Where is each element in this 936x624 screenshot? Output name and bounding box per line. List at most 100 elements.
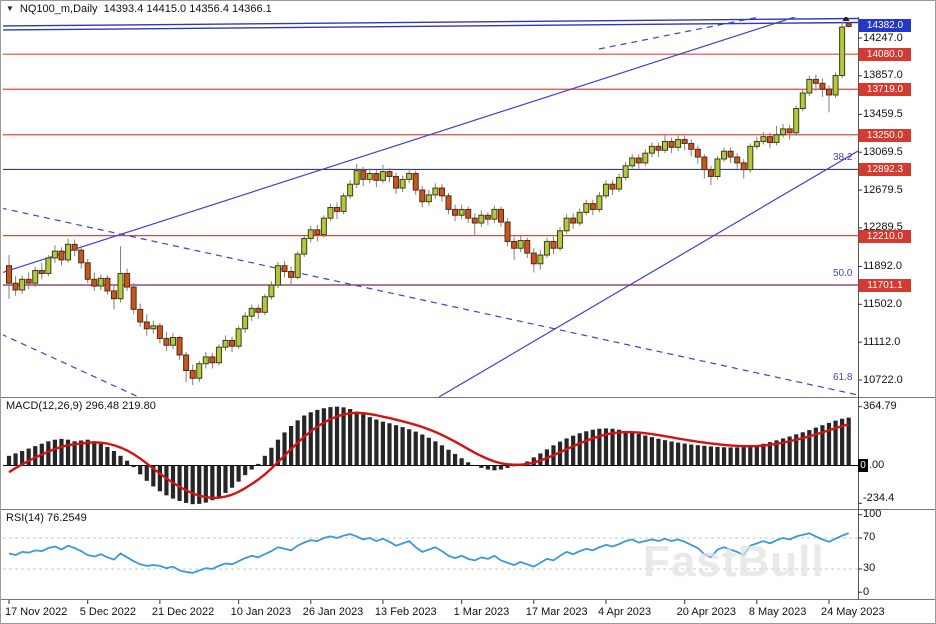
bear-candle (419, 189, 426, 203)
bull-candle (563, 217, 570, 232)
dashed-trendline[interactable] (1, 207, 858, 396)
bear-candle (314, 229, 321, 236)
trendline[interactable] (438, 150, 858, 397)
bear-candle (530, 252, 537, 265)
bear-candle (550, 240, 557, 249)
bear-candle (288, 271, 295, 278)
dashed-trendline[interactable] (1, 334, 143, 399)
bull-candle (747, 145, 754, 171)
macd-signal-line (8, 411, 850, 500)
bear-candle (143, 321, 150, 330)
bull-candle (642, 152, 649, 164)
bull-candle (616, 176, 623, 190)
chevron-down-icon[interactable]: ▼ (6, 4, 14, 13)
symbol-header[interactable]: ▼ NQ100_m,Daily 14393.4 14415.0 14356.4 … (6, 2, 272, 16)
bull-candle (557, 230, 564, 249)
bull-candle (537, 254, 544, 265)
time-axis-label: 13 Feb 2023 (374, 606, 437, 618)
ohlc-values: 14393.4 14415.0 14356.4 14366.1 (103, 3, 272, 15)
time-axis-label: 17 Nov 2022 (5, 606, 68, 618)
bull-candle (780, 128, 787, 136)
bull-candle (215, 346, 222, 364)
bull-candle (425, 194, 432, 203)
time-axis-label: 20 Apr 2023 (676, 606, 737, 618)
macd-zero-marker: 0 (858, 459, 868, 472)
bull-candle (662, 141, 668, 151)
bull-candle (340, 195, 347, 212)
price-label-badge[interactable]: 12892.3 (859, 162, 911, 176)
bull-candle (117, 272, 124, 300)
bull-candle (320, 217, 327, 236)
bear-candle (71, 243, 78, 251)
dashed-trendline[interactable] (598, 1, 839, 50)
bull-candle (170, 337, 176, 346)
bull-candle (576, 211, 583, 224)
bear-candle (609, 183, 616, 190)
bear-candle (124, 272, 131, 288)
bear-candle (681, 139, 688, 144)
bear-candle (163, 337, 170, 346)
bear-candle (826, 88, 832, 96)
time-axis-label: 4 Apr 2023 (597, 606, 652, 618)
bull-candle (629, 157, 636, 167)
bull-candle (793, 108, 800, 134)
bear-candle (727, 150, 734, 158)
price-axis-label: 11502.0 (863, 297, 902, 310)
bull-candle (517, 239, 524, 249)
bull-candle (274, 265, 281, 286)
bear-candle (511, 240, 518, 249)
price-label-badge[interactable]: 13719.0 (859, 82, 911, 96)
bear-candle (819, 82, 826, 90)
bear-candle (334, 206, 340, 212)
price-label-badge[interactable]: 12210.0 (859, 229, 911, 243)
bear-candle (734, 156, 741, 164)
bear-candle (156, 325, 163, 339)
bear-candle (229, 339, 236, 347)
bear-candle (38, 270, 45, 274)
bull-candle (832, 75, 839, 96)
time-axis-label: 5 Dec 2022 (79, 606, 136, 618)
blue-price-line[interactable] (1, 17, 858, 27)
bull-candle (675, 139, 682, 148)
bull-candle (45, 257, 52, 274)
rsi-axis-label: 0 (863, 585, 870, 598)
bull-candle (602, 183, 609, 197)
bull-candle (97, 277, 104, 287)
bear-candle (845, 23, 852, 27)
price-axis-label: 11892.0 (863, 259, 902, 272)
bear-candle (393, 175, 400, 189)
bear-candle (130, 286, 137, 310)
blue-price-line[interactable] (1, 21, 858, 31)
price-label-badge[interactable]: 14382.0 (859, 18, 911, 32)
bear-candle (91, 278, 98, 287)
bull-candle (268, 284, 275, 298)
bull-candle (196, 363, 203, 379)
price-label-badge[interactable]: 11701.1 (859, 278, 911, 292)
bear-candle (465, 208, 472, 219)
fib-level-label: 61.8 (833, 372, 853, 383)
bear-candle (189, 369, 196, 379)
bear-candle (688, 142, 695, 150)
fib-level-label: 50.0 (833, 268, 853, 279)
bear-candle (498, 208, 504, 223)
bull-candle (773, 134, 780, 143)
bull-candle (353, 170, 360, 185)
bear-candle (707, 169, 714, 177)
bear-candle (281, 265, 288, 273)
price-label-badge[interactable]: 13250.0 (859, 128, 911, 142)
bull-candle (248, 307, 255, 317)
bull-candle (432, 187, 439, 196)
bull-candle (261, 296, 268, 313)
bull-candle (235, 328, 242, 347)
price-label-badge[interactable]: 14080.0 (859, 47, 911, 61)
price-axis-label: 10722.0 (863, 373, 903, 386)
price-axis-label: 11112.0 (863, 335, 901, 348)
trendline[interactable] (1, 15, 801, 273)
bear-candle (176, 337, 183, 356)
symbol-period-label: NQ100_m,Daily (19, 3, 98, 15)
bull-candle (327, 206, 334, 219)
bear-candle (694, 148, 701, 158)
bull-candle (51, 250, 58, 259)
